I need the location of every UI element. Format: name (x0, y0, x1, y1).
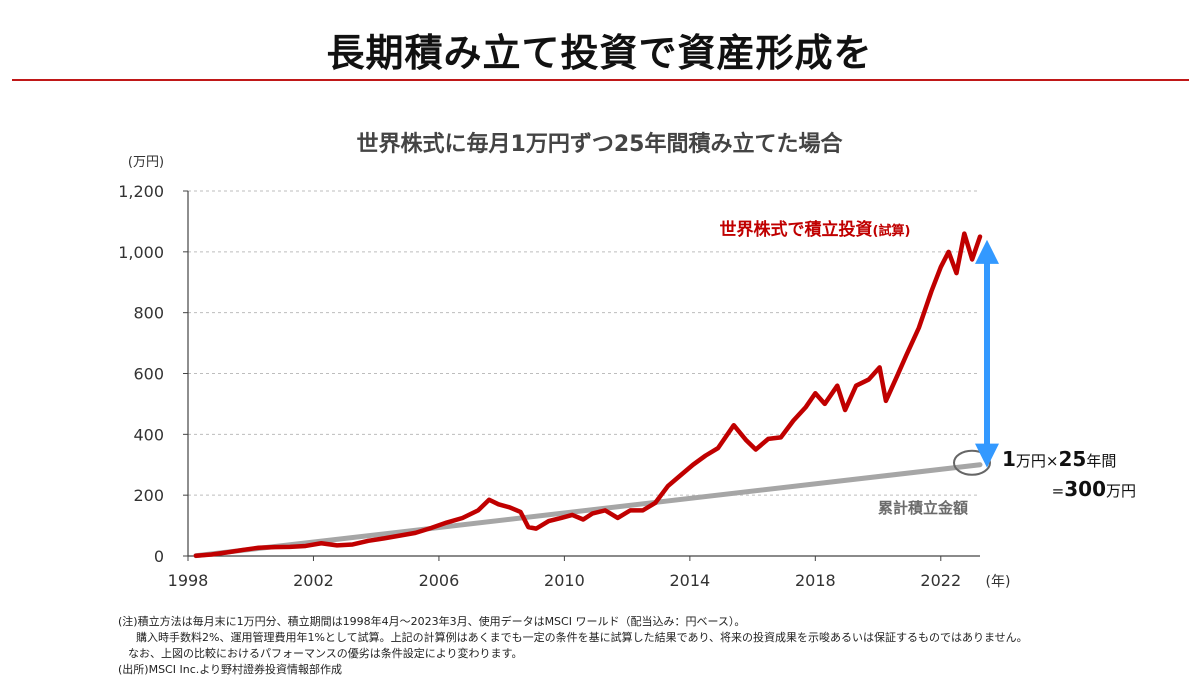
note-disclaimer: なお、上図の比較におけるパフォーマンスの優劣は条件設定により変わります。 (128, 647, 523, 660)
x-tick-label: 2018 (795, 571, 836, 590)
x-tick-label: 2010 (544, 571, 585, 590)
calc-part: 300 (1064, 477, 1106, 501)
chart-title: 世界株式に毎月1万円ずつ25年間積み立てた場合 (356, 132, 843, 157)
x-axis-unit: (年) (986, 574, 1011, 590)
x-tick-label: 2006 (419, 571, 460, 590)
y-tick-label: 400 (133, 425, 164, 444)
page-title: 長期積み立て投資で資産形成を (326, 31, 873, 75)
note-source: (出所)MSCI Inc.より野村證券投資情報部作成 (118, 663, 343, 676)
y-tick-label: 1,200 (118, 182, 164, 201)
calc-text-line1: 1万円×25年間 (1002, 447, 1116, 471)
y-tick-label: 200 (133, 486, 164, 505)
x-tick-label: 1998 (168, 571, 209, 590)
y-tick-label: 600 (133, 365, 164, 384)
x-tick-label: 2014 (670, 571, 711, 590)
series-line-cumulative (193, 462, 983, 559)
note-method: (注)積立方法は毎月末に1万円分、積立期間は1998年4月～2023年3月、使用… (118, 615, 746, 628)
chart: 0 200 400 600 800 1,000 1,200 1998 2002 2006 2010 2… (118, 155, 1136, 590)
series-line-world-stocks (193, 231, 983, 558)
calc-part: = (1052, 482, 1065, 500)
series-label-cumulative: 累計積立金額 (878, 499, 968, 517)
y-tick-label: 1,000 (118, 243, 164, 262)
y-axis-unit: (万円) (128, 155, 164, 170)
x-tick-label: 2002 (293, 571, 334, 590)
calc-text-line2: =300万円 (1052, 477, 1136, 501)
footnotes: (注)積立方法は毎月末に1万円分、積立期間は1998年4月～2023年3月、使用… (118, 614, 1028, 678)
title-divider (12, 79, 1189, 81)
calc-part: 1 (1002, 447, 1016, 471)
calc-part: 万円× (1016, 452, 1059, 470)
x-tick-label: 2022 (920, 571, 961, 590)
series-label-world-stocks: 世界株式で積立投資(試算) (720, 219, 911, 240)
series-label-main: 世界株式で積立投資 (720, 219, 873, 240)
series-label-suffix: (試算) (873, 223, 911, 239)
y-tick-label: 0 (154, 547, 164, 566)
calc-part: 万円 (1106, 482, 1136, 500)
y-tick-label: 800 (133, 304, 164, 323)
note-fees: 購入時手数料2%、運用管理費用年1%として試算。上記の計算例はあくまでも一定の条… (136, 631, 1028, 644)
calc-part: 年間 (1086, 452, 1116, 470)
calc-part: 25 (1059, 447, 1087, 471)
